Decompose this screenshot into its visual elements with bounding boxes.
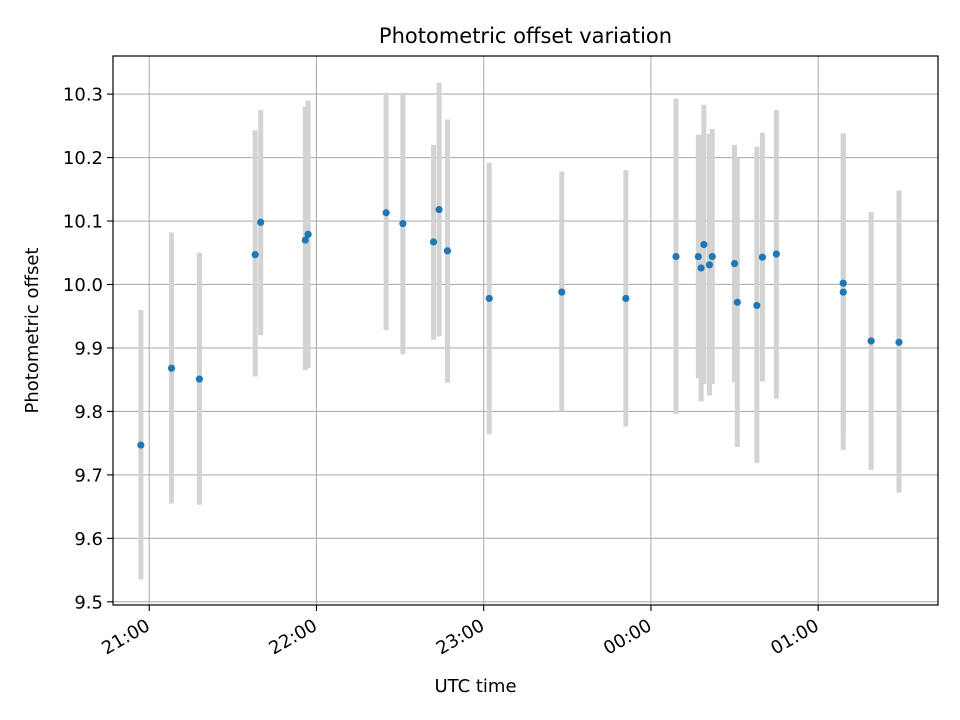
data-point: [705, 261, 714, 269]
plot-area-frame: [112, 55, 939, 606]
x-axis-label: UTC time: [434, 676, 516, 697]
data-point: [558, 288, 566, 296]
data-point: [700, 240, 708, 249]
data-point: [301, 236, 309, 244]
data-point: [429, 238, 438, 246]
data-point: [382, 209, 390, 217]
data-point: [839, 279, 847, 287]
y-tick-label: 9.5: [74, 592, 103, 613]
data-point: [672, 252, 680, 261]
data-point: [758, 253, 767, 261]
data-point: [895, 338, 903, 346]
data-point: [772, 250, 780, 258]
data-point: [708, 252, 716, 261]
data-point: [622, 294, 630, 303]
y-tick-label: 10.1: [63, 212, 103, 233]
data-point: [867, 337, 875, 345]
data-point: [485, 294, 493, 303]
y-tick-label: 10.3: [63, 85, 103, 106]
data-point: [137, 441, 145, 449]
data-point: [694, 252, 702, 261]
data-point: [304, 230, 312, 238]
data-points: [137, 205, 903, 449]
data-point: [697, 264, 705, 272]
y-tick-label: 10.2: [63, 148, 103, 169]
y-tick-label: 9.8: [74, 402, 103, 423]
data-point: [435, 205, 443, 214]
data-point: [257, 218, 265, 226]
y-axis-label: Photometric offset: [22, 248, 43, 414]
y-tick-label: 10.0: [63, 275, 103, 296]
y-tick-label: 9.9: [74, 338, 103, 359]
data-point: [251, 251, 259, 259]
data-point: [195, 375, 204, 383]
grid-lines: [113, 56, 938, 605]
data-point: [839, 288, 847, 296]
y-tick-label: 9.6: [74, 529, 103, 550]
data-point: [167, 364, 176, 372]
y-tick-label: 9.7: [74, 465, 103, 486]
data-point: [730, 259, 739, 268]
data-point: [443, 247, 452, 255]
data-point: [753, 301, 761, 310]
data-point: [399, 219, 407, 228]
data-point: [733, 298, 741, 306]
chart-title: Photometric offset variation: [379, 24, 672, 48]
